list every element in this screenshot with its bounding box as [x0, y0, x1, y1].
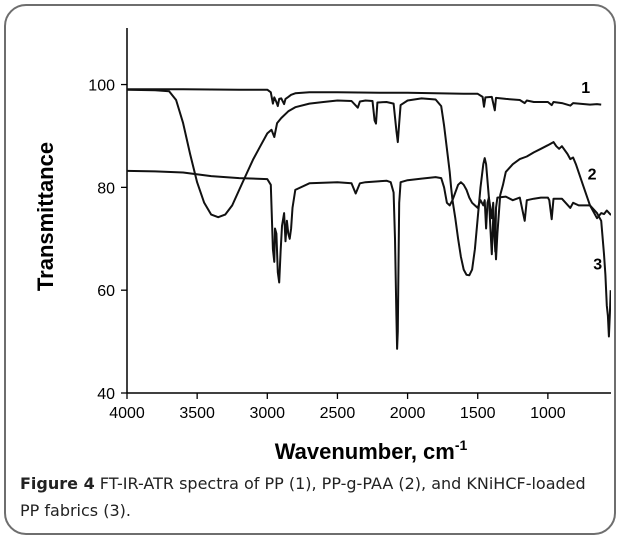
y-tick-label: 100 — [88, 78, 115, 95]
x-axis-title: Wavenumber, cm-1 — [275, 437, 468, 464]
y-tick-label: 60 — [97, 283, 115, 300]
y-tick-label: 80 — [97, 180, 115, 197]
caption-text: FT-IR-ATR spectra of PP (1), PP-g-PAA (2… — [20, 474, 586, 520]
x-tick-label: 1000 — [530, 405, 566, 422]
labels: Wavenumber, cm-1 Transmittance 1 2 3 — [33, 80, 602, 464]
x-tick-label: 2500 — [320, 405, 356, 422]
plot-area — [127, 88, 611, 350]
series-2-line — [127, 88, 611, 277]
x-tick-label: 2000 — [390, 405, 426, 422]
series-1-label: 1 — [581, 80, 590, 97]
ftir-chart: 4000 3500 3000 2500 2000 1500 1000 40 60 80 100 Wa… — [33, 28, 611, 464]
y-axis-title: Transmittance — [33, 142, 58, 291]
x-tick-label: 3500 — [179, 405, 215, 422]
x-tick-label: 3000 — [249, 405, 285, 422]
x-tick-label: 4000 — [109, 405, 145, 422]
axes: 4000 3500 3000 2500 2000 1500 1000 40 60 80 100 — [88, 28, 611, 422]
figure-caption: Figure 4 FT-IR-ATR spectra of PP (1), PP… — [20, 470, 610, 524]
series-1-line — [127, 88, 602, 112]
x-axis-title-superscript: -1 — [455, 437, 468, 453]
series-3-line — [127, 169, 611, 350]
caption-label: Figure 4 — [20, 474, 95, 493]
y-tick-label: 40 — [97, 386, 115, 403]
series-2-label: 2 — [588, 167, 597, 184]
x-tick-label: 1500 — [460, 405, 496, 422]
series-3-label: 3 — [593, 257, 602, 274]
